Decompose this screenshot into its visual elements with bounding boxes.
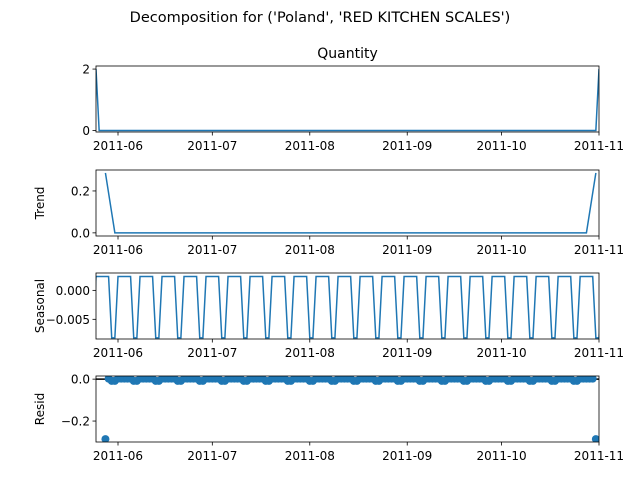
y-axis-label: Seasonal — [33, 279, 47, 333]
y-tick-label: 2 — [82, 63, 90, 77]
x-tick-label: 2011-08 — [285, 139, 335, 153]
x-tick-label: 2011-06 — [93, 139, 143, 153]
resid-outlier-point — [591, 435, 599, 442]
panel-4: Resid 0.0 −0.2 2011-06 2011-07 2011-08 2011-09… — [33, 373, 624, 463]
y-tick-label: 0.0 — [71, 373, 90, 387]
x-tick-label: 2011-09 — [382, 346, 432, 360]
y-tick-label: 0.000 — [56, 284, 90, 298]
panel-1: Quantity 0 2 2011-06 2011-07 2011-08 2011-09 20… — [82, 46, 624, 153]
chart-suptitle: Decomposition for ('Poland', 'RED KITCHE… — [130, 10, 511, 26]
series-line — [96, 69, 599, 132]
y-tick-label: 0.0 — [71, 226, 90, 240]
panel-data — [96, 275, 599, 339]
x-tick-label: 2011-06 — [93, 243, 143, 257]
series-line — [104, 172, 597, 234]
x-tick-label: 2011-07 — [187, 346, 237, 360]
x-tick-label: 2011-09 — [382, 139, 432, 153]
x-tick-label: 2011-08 — [285, 449, 335, 463]
x-tick-label: 2011-09 — [382, 243, 432, 257]
axes-frame — [95, 375, 600, 443]
x-tick-label: 2011-06 — [93, 449, 143, 463]
x-tick-label: 2011-07 — [187, 449, 237, 463]
y-tick-label: −0.2 — [61, 415, 90, 429]
axes-frame — [95, 65, 600, 133]
x-tick-label: 2011-10 — [476, 449, 526, 463]
x-tick-label: 2011-07 — [187, 243, 237, 257]
x-tick-label: 2011-08 — [285, 243, 335, 257]
x-tick-label: 2011-11 — [574, 449, 624, 463]
panel-2: Trend 0.0 0.2 2011-06 2011-07 2011-08 2011-09 2… — [33, 169, 624, 257]
panel-data — [96, 376, 599, 442]
x-tick-label: 2011-10 — [476, 346, 526, 360]
panel-data — [104, 172, 597, 234]
panel-title: Quantity — [317, 46, 378, 62]
x-tick-label: 2011-10 — [476, 139, 526, 153]
axes-frame — [95, 169, 600, 237]
x-tick-label: 2011-09 — [382, 449, 432, 463]
seasonal-line — [96, 275, 599, 339]
x-tick-label: 2011-07 — [187, 139, 237, 153]
x-tick-label: 2011-11 — [574, 243, 624, 257]
x-tick-label: 2011-10 — [476, 243, 526, 257]
y-tick-label: 0 — [82, 124, 90, 138]
x-tick-label: 2011-11 — [574, 139, 624, 153]
panel-3: Seasonal 0.000 −0.005 2011-06 2011-07 2011-08… — [33, 272, 624, 360]
x-tick-label: 2011-11 — [574, 346, 624, 360]
y-axis-label: Resid — [33, 393, 47, 425]
y-tick-label: −0.005 — [46, 313, 90, 327]
x-tick-label: 2011-06 — [93, 346, 143, 360]
panels-group: Quantity 0 2 2011-06 2011-07 2011-08 2011-09 20… — [33, 46, 624, 463]
panel-data — [96, 69, 599, 132]
y-axis-label: Trend — [33, 187, 47, 221]
y-tick-label: 0.2 — [71, 184, 90, 198]
x-tick-label: 2011-08 — [285, 346, 335, 360]
axes-frame — [95, 272, 600, 340]
resid-outlier-point — [101, 435, 110, 442]
resid-point — [588, 376, 597, 383]
